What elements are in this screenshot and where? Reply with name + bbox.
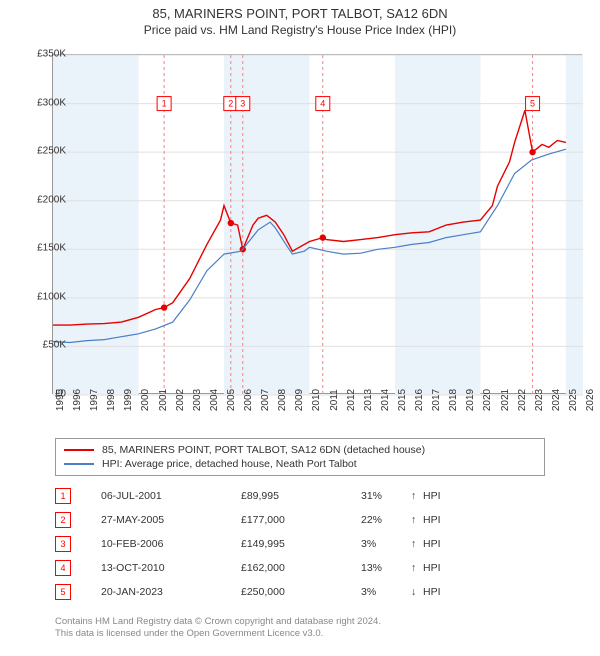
transactions-table: 106-JUL-2001£89,99531%↑HPI227-MAY-2005£1…	[55, 484, 545, 604]
x-tick-label: 2002	[175, 389, 186, 411]
hpi-label: HPI	[423, 490, 453, 502]
arrow-up-icon: ↑	[411, 538, 423, 550]
x-tick-label: 2012	[346, 389, 357, 411]
chart-area: 12345	[52, 54, 582, 394]
transaction-pct: 22%	[361, 514, 411, 526]
x-tick-label: 2007	[260, 389, 271, 411]
transaction-price: £250,000	[241, 586, 361, 598]
hpi-label: HPI	[423, 538, 453, 550]
hpi-label: HPI	[423, 562, 453, 574]
legend-label: HPI: Average price, detached house, Neat…	[102, 458, 357, 470]
arrow-down-icon: ↓	[411, 586, 423, 598]
x-tick-label: 2004	[209, 389, 220, 411]
x-tick-label: 2024	[551, 389, 562, 411]
x-tick-label: 2020	[482, 389, 493, 411]
transaction-price: £177,000	[241, 514, 361, 526]
line-chart: 12345	[52, 54, 582, 394]
x-tick-label: 2018	[448, 389, 459, 411]
y-tick-label: £250K	[18, 146, 66, 157]
svg-text:5: 5	[530, 99, 535, 109]
arrow-up-icon: ↑	[411, 514, 423, 526]
legend-swatch	[64, 463, 94, 465]
x-tick-label: 1996	[72, 389, 83, 411]
transaction-pct: 31%	[361, 490, 411, 502]
legend-row: HPI: Average price, detached house, Neat…	[64, 457, 536, 471]
chart-title: 85, MARINERS POINT, PORT TALBOT, SA12 6D…	[0, 6, 600, 21]
transaction-date: 13-OCT-2010	[101, 562, 241, 574]
chart-subtitle: Price paid vs. HM Land Registry's House …	[0, 23, 600, 37]
transaction-date: 27-MAY-2005	[101, 514, 241, 526]
y-tick-label: £150K	[18, 243, 66, 254]
y-tick-label: £300K	[18, 97, 66, 108]
svg-text:3: 3	[240, 99, 245, 109]
arrow-up-icon: ↑	[411, 562, 423, 574]
transaction-price: £162,000	[241, 562, 361, 574]
transaction-pct: 13%	[361, 562, 411, 574]
x-tick-label: 2003	[192, 389, 203, 411]
transaction-date: 10-FEB-2006	[101, 538, 241, 550]
legend: 85, MARINERS POINT, PORT TALBOT, SA12 6D…	[55, 438, 545, 476]
transaction-row: 1 06-JUL-2001£89,99531%↑HPI	[55, 484, 545, 508]
transaction-marker: 3	[55, 536, 71, 552]
x-tick-label: 2014	[380, 389, 391, 411]
transaction-pct: 3%	[361, 586, 411, 598]
svg-text:4: 4	[320, 99, 325, 109]
x-tick-label: 2022	[517, 389, 528, 411]
x-tick-label: 2026	[585, 389, 596, 411]
transaction-marker: 1	[55, 488, 71, 504]
x-tick-label: 1998	[106, 389, 117, 411]
x-tick-label: 2021	[500, 389, 511, 411]
transaction-price: £89,995	[241, 490, 361, 502]
transaction-date: 20-JAN-2023	[101, 586, 241, 598]
transaction-pct: 3%	[361, 538, 411, 550]
transaction-row: 4 13-OCT-2010£162,00013%↑HPI	[55, 556, 545, 580]
x-tick-label: 1997	[89, 389, 100, 411]
svg-text:1: 1	[162, 99, 167, 109]
transaction-row: 5 20-JAN-2023£250,0003%↓HPI	[55, 580, 545, 604]
x-tick-label: 2019	[465, 389, 476, 411]
y-tick-label: £200K	[18, 194, 66, 205]
legend-swatch	[64, 449, 94, 451]
footer-attribution: Contains HM Land Registry data © Crown c…	[55, 616, 545, 641]
y-tick-label: £350K	[18, 49, 66, 60]
hpi-label: HPI	[423, 586, 453, 598]
x-tick-label: 2001	[158, 389, 169, 411]
legend-row: 85, MARINERS POINT, PORT TALBOT, SA12 6D…	[64, 443, 536, 457]
y-tick-label: £50K	[18, 340, 66, 351]
x-tick-label: 2000	[140, 389, 151, 411]
footer-line2: This data is licensed under the Open Gov…	[55, 628, 545, 640]
x-tick-label: 1995	[55, 389, 66, 411]
x-tick-label: 2016	[414, 389, 425, 411]
x-tick-label: 2015	[397, 389, 408, 411]
transaction-marker: 5	[55, 584, 71, 600]
transaction-marker: 4	[55, 560, 71, 576]
svg-text:2: 2	[228, 99, 233, 109]
transaction-row: 3 10-FEB-2006£149,9953%↑HPI	[55, 532, 545, 556]
x-tick-label: 2013	[363, 389, 374, 411]
transaction-price: £149,995	[241, 538, 361, 550]
x-tick-label: 2005	[226, 389, 237, 411]
transaction-row: 2 27-MAY-2005£177,00022%↑HPI	[55, 508, 545, 532]
x-tick-label: 2017	[431, 389, 442, 411]
x-tick-label: 2010	[311, 389, 322, 411]
x-tick-label: 2011	[329, 389, 340, 411]
x-tick-label: 2009	[294, 389, 305, 411]
y-tick-label: £100K	[18, 291, 66, 302]
x-tick-label: 2008	[277, 389, 288, 411]
x-tick-label: 2025	[568, 389, 579, 411]
footer-line1: Contains HM Land Registry data © Crown c…	[55, 616, 545, 628]
hpi-label: HPI	[423, 514, 453, 526]
x-tick-label: 2006	[243, 389, 254, 411]
x-tick-label: 1999	[123, 389, 134, 411]
legend-label: 85, MARINERS POINT, PORT TALBOT, SA12 6D…	[102, 444, 425, 456]
transaction-marker: 2	[55, 512, 71, 528]
transaction-date: 06-JUL-2001	[101, 490, 241, 502]
arrow-up-icon: ↑	[411, 490, 423, 502]
x-tick-label: 2023	[534, 389, 545, 411]
